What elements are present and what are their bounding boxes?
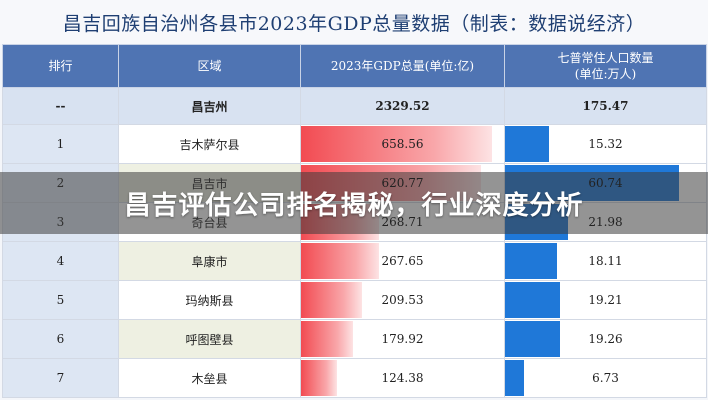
row-region: 木垒县 [118,358,301,398]
row-region: 阜康市 [118,241,301,281]
population-bar [505,243,557,279]
summary-gdp: 2329.52 [300,87,505,125]
population-bar [505,126,549,162]
row-region: 玛纳斯县 [118,280,301,320]
header-population-line2: (单位:万人) [574,67,637,81]
row-population-cell: 15.32 [504,124,707,164]
summary-rank: -- [2,87,119,125]
summary-region: 昌吉州 [118,87,301,125]
gdp-bar [301,243,379,279]
row-rank: 6 [2,319,119,359]
gdp-bar [301,360,338,396]
row-population-cell: 6.73 [504,358,707,398]
table-row: 7 木垒县 124.38 6.73 [2,358,707,398]
gdp-bar [301,282,362,318]
row-population-cell: 18.11 [504,241,707,281]
row-rank: 5 [2,280,119,320]
header-region: 区域 [118,44,301,88]
header-population-line1: 七普常住人口数量 [557,51,654,65]
row-rank: 7 [2,358,119,398]
table-title: 昌吉回族自治州各县市2023年GDP总量数据（制表：数据说经济） [0,0,708,44]
population-bar [505,360,525,396]
population-bar [505,321,561,357]
header-population: 七普常住人口数量 (单位:万人) [504,44,707,88]
header-row: 排行 区域 2023年GDP总量(单位:亿) 七普常住人口数量 (单位:万人) [2,44,707,88]
table-row: 4 阜康市 267.65 18.11 [2,241,707,281]
header-rank: 排行 [2,44,119,88]
row-population-value: 15.32 [588,137,623,151]
gdp-bar [301,321,354,357]
row-rank: 4 [2,241,119,281]
population-bar [505,282,561,318]
table-row: 6 呼图壁县 179.92 19.26 [2,319,707,359]
row-gdp-cell: 179.92 [300,319,505,359]
header-gdp: 2023年GDP总量(单位:亿) [300,44,505,88]
row-gdp-value: 179.92 [381,332,424,346]
row-gdp-value: 268.71 [381,215,424,229]
row-gdp-cell: 209.53 [300,280,505,320]
row-gdp-value: 124.38 [381,371,424,385]
table-row: 1 吉木萨尔县 658.56 15.32 [2,124,707,164]
row-gdp-cell: 124.38 [300,358,505,398]
row-population-value: 19.26 [588,332,623,346]
row-population-cell: 19.26 [504,319,707,359]
gdp-bar [301,126,492,162]
row-population-cell: 19.21 [504,280,707,320]
headline-banner: 昌吉评估公司排名揭秘，行业深度分析 [0,172,708,234]
row-population-value: 6.73 [592,371,619,385]
row-gdp-cell: 658.56 [300,124,505,164]
summary-row: -- 昌吉州 2329.52 175.47 [2,87,707,125]
headline-text: 昌吉评估公司排名揭秘，行业深度分析 [124,190,584,221]
row-population-value: 18.11 [588,254,623,268]
row-population-value: 21.98 [588,215,623,229]
row-population-value: 60.74 [588,176,623,190]
summary-population: 175.47 [504,87,707,125]
row-gdp-value: 267.65 [381,254,424,268]
row-gdp-value: 658.56 [381,137,424,151]
row-region: 吉木萨尔县 [118,124,301,164]
row-rank: 1 [2,124,119,164]
row-gdp-value: 620.77 [381,176,424,190]
row-population-value: 19.21 [588,293,623,307]
row-gdp-cell: 267.65 [300,241,505,281]
table-row: 5 玛纳斯县 209.53 19.21 [2,280,707,320]
row-region: 呼图壁县 [118,319,301,359]
row-gdp-value: 209.53 [381,293,424,307]
